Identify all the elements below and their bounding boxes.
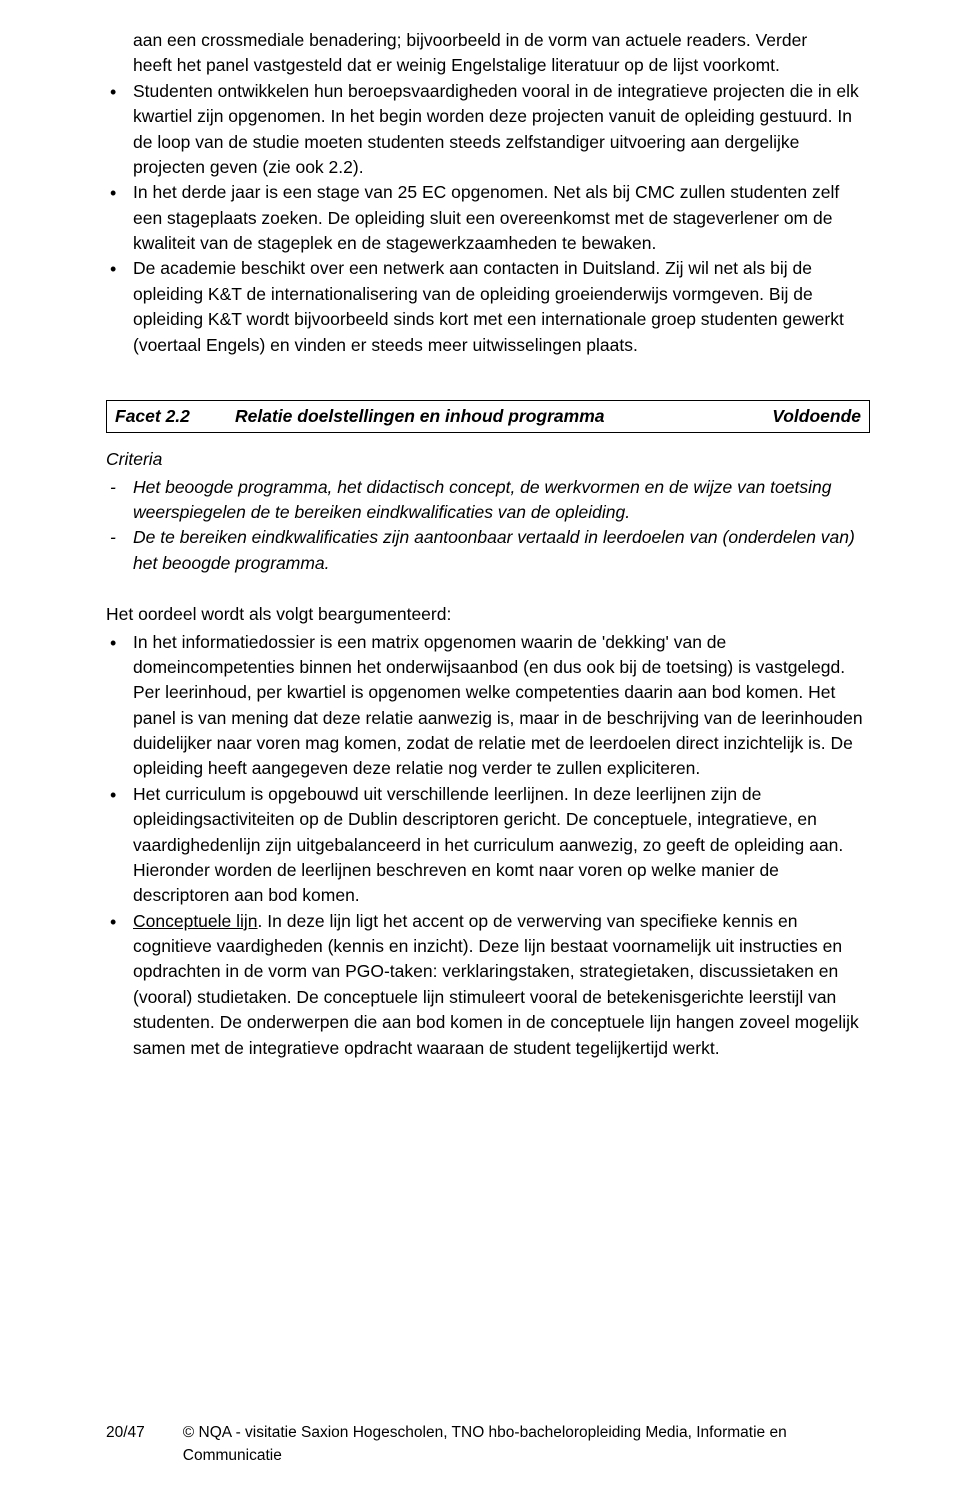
facet-rating: Voldoende: [772, 404, 861, 429]
list-item: Studenten ontwikkelen hun beroepsvaardig…: [106, 79, 870, 181]
top-paragraph-block: aan een crossmediale benadering; bijvoor…: [106, 28, 870, 358]
criteria-block: Criteria Het beoogde programma, het dida…: [106, 447, 870, 576]
bullet-text-after: . In deze lijn ligt het accent op de ver…: [133, 911, 859, 1058]
continued-text-line2: heeft het panel vastgesteld dat er weini…: [106, 53, 870, 78]
continued-text-line1: aan een crossmediale benadering; bijvoor…: [106, 28, 870, 53]
facet-label: Facet 2.2: [115, 404, 235, 429]
judgement-intro: Het oordeel wordt als volgt beargumentee…: [106, 602, 870, 627]
facet-heading-box: Facet 2.2 Relatie doelstellingen en inho…: [106, 400, 870, 433]
criteria-item: Het beoogde programma, het didactisch co…: [106, 475, 870, 526]
facet-title: Relatie doelstellingen en inhoud program…: [235, 404, 772, 429]
bullet-text: Het curriculum is opgebouwd uit verschil…: [133, 784, 843, 906]
criteria-text: Het beoogde programma, het didactisch co…: [133, 477, 831, 522]
criteria-text: De te bereiken eindkwalificaties zijn aa…: [133, 527, 855, 572]
footer-copyright: © NQA - visitatie Saxion Hogescholen, TN…: [183, 1422, 870, 1467]
list-item: De academie beschikt over een netwerk aa…: [106, 256, 870, 358]
top-bullet-list: Studenten ontwikkelen hun beroepsvaardig…: [106, 79, 870, 358]
bullet-text: Studenten ontwikkelen hun beroepsvaardig…: [133, 81, 859, 177]
footer-page-number: 20/47: [106, 1422, 145, 1467]
list-item: Conceptuele lijn. In deze lijn ligt het …: [106, 909, 870, 1061]
criteria-list: Het beoogde programma, het didactisch co…: [106, 475, 870, 577]
bullet-text: In het informatiedossier is een matrix o…: [133, 632, 863, 779]
list-item: In het informatiedossier is een matrix o…: [106, 630, 870, 782]
judgement-block: Het oordeel wordt als volgt beargumentee…: [106, 602, 870, 1061]
criteria-item: De te bereiken eindkwalificaties zijn aa…: [106, 525, 870, 576]
bullet-text: In het derde jaar is een stage van 25 EC…: [133, 182, 839, 253]
criteria-heading: Criteria: [106, 447, 870, 472]
list-item: In het derde jaar is een stage van 25 EC…: [106, 180, 870, 256]
bullet-lead-underlined: Conceptuele lijn: [133, 911, 258, 931]
page-footer: 20/47 © NQA - visitatie Saxion Hogeschol…: [106, 1422, 870, 1467]
judgement-bullet-list: In het informatiedossier is een matrix o…: [106, 630, 870, 1061]
list-item: Het curriculum is opgebouwd uit verschil…: [106, 782, 870, 909]
bullet-text: De academie beschikt over een netwerk aa…: [133, 258, 844, 354]
